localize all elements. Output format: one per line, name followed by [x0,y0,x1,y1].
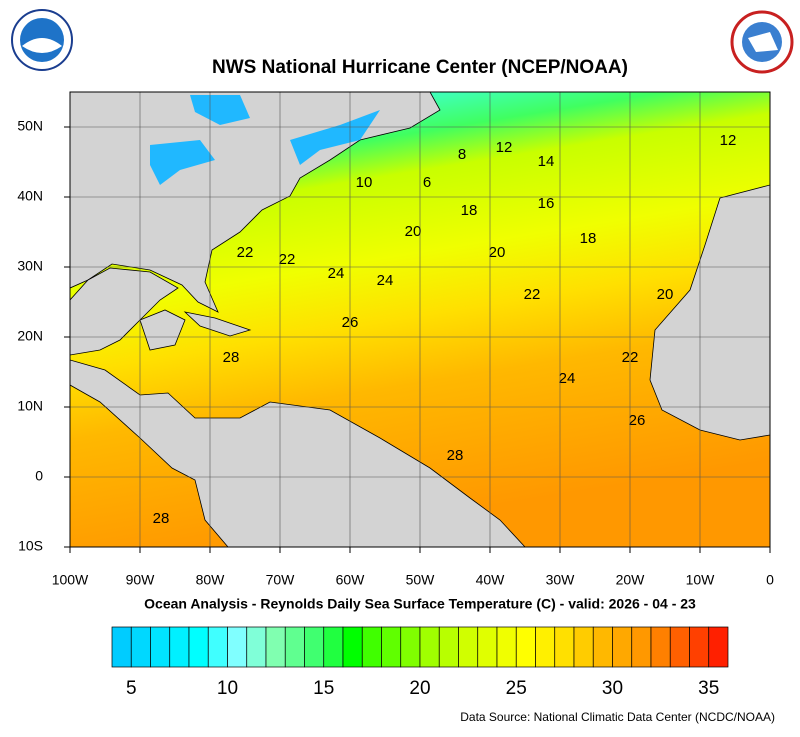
contour-label: 24 [377,272,394,289]
colorbar-box [381,626,402,668]
x-tick-label: 10W [686,572,716,588]
colorbar-label: 5 [126,678,137,699]
x-tick-label: 0 [766,572,774,588]
y-tick-label: 20N [17,328,43,344]
colorbar-box [342,626,363,668]
colorbar-box [188,626,209,668]
contour-label: 20 [489,244,506,261]
contour-label: 16 [538,195,555,212]
y-tick-label: 30N [17,258,43,274]
x-tick-label: 70W [266,572,296,588]
contour-label: 14 [538,153,555,170]
colorbar-label: 25 [506,678,527,699]
colorbar-box [438,626,459,668]
colorbar-box [535,626,556,668]
colorbar-label: 20 [409,678,430,699]
colorbar-box [669,626,690,668]
colorbar-label: 35 [698,678,719,699]
grid [70,92,770,547]
colorbar-box [477,626,498,668]
colorbar-box [631,626,652,668]
contour-label: 22 [237,244,254,261]
colorbar-label: 30 [602,678,623,699]
contour-label: 18 [580,230,597,247]
subtitle: Ocean Analysis - Reynolds Daily Sea Surf… [144,596,696,612]
colorbar-box [650,626,671,668]
colorbar: 5 10 15 20 25 30 35 [111,626,729,699]
colorbar-box [323,626,344,668]
contour-label: 24 [328,265,345,282]
x-tick-label: 20W [616,572,646,588]
x-tick-label: 50W [406,572,436,588]
colorbar-box [265,626,286,668]
x-tick-label: 90W [126,572,156,588]
colorbar-box [150,626,171,668]
colorbar-label: 15 [313,678,334,699]
contour-label: 10 [356,174,373,191]
colorbar-box [246,626,267,668]
nws-logo [730,10,794,74]
colorbar-box [169,626,190,668]
colorbar-box [130,626,151,668]
colorbar-box [592,626,613,668]
colorbar-box [304,626,325,668]
contour-label: 12 [496,139,513,156]
x-tick-label: 80W [196,572,226,588]
colorbar-box [361,626,382,668]
y-tick-label: 40N [17,188,43,204]
colorbar-box [419,626,440,668]
contour-label: 26 [629,412,646,429]
contour-label: 24 [559,370,576,387]
colorbar-box [496,626,517,668]
colorbar-box [515,626,536,668]
colorbar-label: 10 [217,678,238,699]
y-tick-label: 10N [17,398,43,414]
contour-label: 20 [657,286,674,303]
contour-label: 12 [720,132,737,149]
contour-label: 22 [279,251,296,268]
colorbar-box [284,626,305,668]
data-source: Data Source: National Climatic Data Cent… [460,710,775,724]
x-tick-label: 60W [336,572,366,588]
contour-label: 18 [461,202,478,219]
colorbar-box [573,626,594,668]
contour-label: 22 [524,286,541,303]
axes: 100W 90W 80W 70W 60W 50W 40W 30W 20W 10W 0 50N 40N 30… [17,118,774,588]
contour-label: 28 [447,447,464,464]
contour-label: 28 [153,510,170,527]
x-tick-label: 100W [52,572,89,588]
colorbar-box [111,626,132,668]
contour-label: 8 [458,146,466,163]
contour-label: 6 [423,174,431,191]
y-tick-label: 0 [35,468,43,484]
colorbar-box [227,626,248,668]
noaa-logo [11,9,73,71]
colorbar-box [554,626,575,668]
colorbar-box [708,626,729,668]
x-tick-label: 30W [546,572,576,588]
colorbar-box [207,626,228,668]
colorbar-box [400,626,421,668]
lakes [150,95,380,185]
y-tick-label: 10S [18,538,43,554]
contour-label: 28 [223,349,240,366]
title: NWS National Hurricane Center (NCEP/NOAA… [212,57,628,78]
y-tick-label: 50N [17,118,43,134]
x-tick-label: 40W [476,572,506,588]
colorbar-box [458,626,479,668]
contour-label: 20 [405,223,422,240]
colorbar-box [612,626,633,668]
colorbar-box [689,626,710,668]
